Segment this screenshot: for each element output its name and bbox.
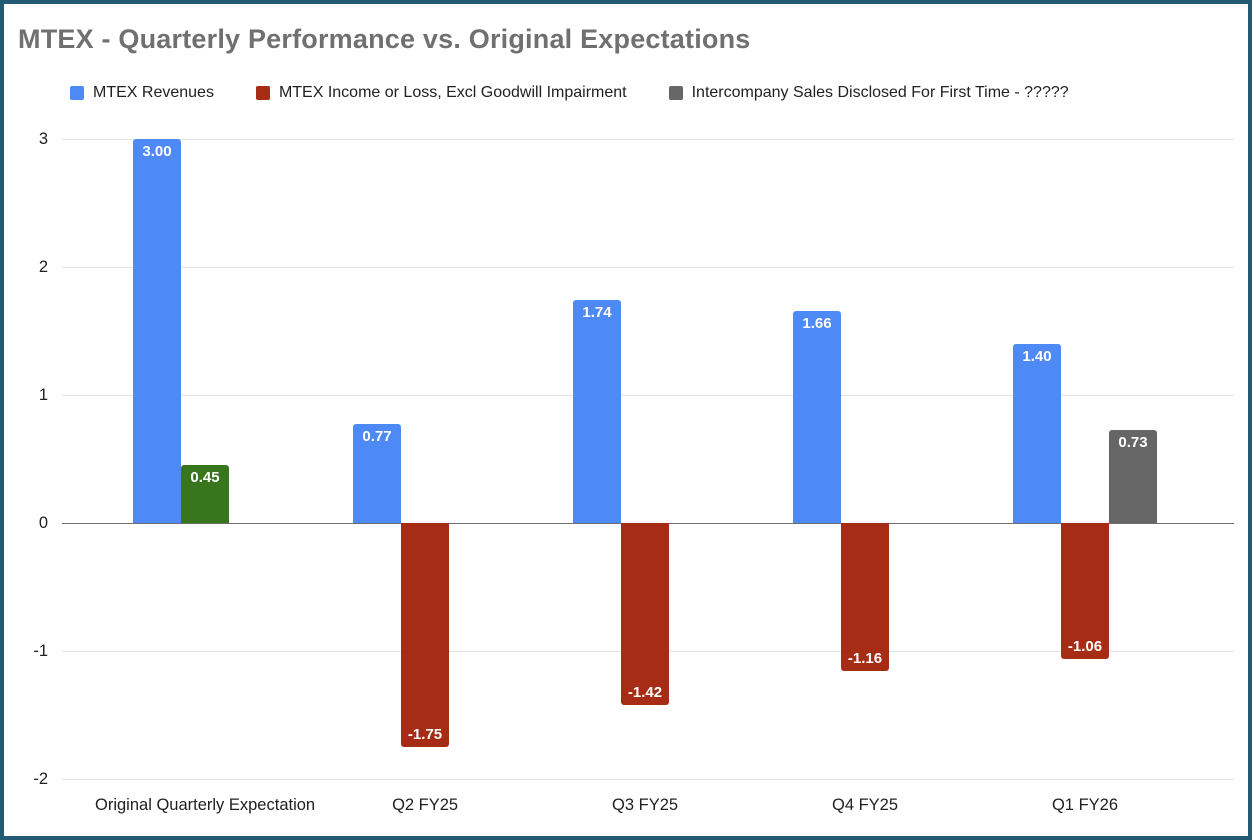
bar: 0.45 [181, 465, 229, 523]
legend: MTEX Revenues MTEX Income or Loss, Excl G… [70, 84, 1069, 102]
legend-label: MTEX Income or Loss, Excl Goodwill Impai… [278, 84, 627, 101]
legend-label: Intercompany Sales Disclosed For First T… [691, 84, 1069, 101]
gridline [62, 139, 1234, 140]
x-axis-label: Q3 FY25 [612, 796, 679, 814]
bar-value-label: 0.73 [1118, 434, 1148, 451]
y-tick-label: 2 [38, 258, 48, 276]
bar: -1.06 [1061, 523, 1109, 659]
gridline [62, 779, 1234, 780]
bar-value-label: -1.75 [407, 726, 443, 743]
legend-swatch [255, 86, 270, 100]
bar: 0.77 [353, 424, 401, 523]
x-axis-labels: Original Quarterly Expectation Q2 FY25 Q3 … [95, 796, 1195, 815]
bar-value-label: 0.45 [190, 469, 220, 486]
bar: -1.42 [621, 523, 669, 705]
y-tick-label: -2 [33, 770, 48, 788]
bar-group: 1.66 -1.16 [755, 133, 975, 788]
bar-value-label: -1.16 [847, 650, 883, 667]
bar-groups: 3.00 0.45 0.77 -1.75 1.74 -1.42 1.66 -1.16 1.40 -… [95, 133, 1195, 788]
bar-group: 0.77 -1.75 [315, 133, 535, 788]
x-axis-label: Q1 FY26 [1051, 796, 1119, 814]
bar: 0.73 [1109, 430, 1157, 523]
bar: 1.74 [573, 300, 621, 523]
bar-value-label: 1.40 [1022, 348, 1052, 365]
bar-group: 1.74 -1.42 [535, 133, 755, 788]
bar: -1.75 [401, 523, 449, 747]
x-axis-label: Q4 FY25 [832, 796, 899, 814]
legend-swatch [70, 86, 84, 100]
bar-value-label: 1.66 [802, 315, 832, 332]
y-tick-label: 0 [38, 514, 48, 532]
legend-item: MTEX Income or Loss, Excl Goodwill Impai… [255, 84, 627, 102]
y-tick-label: 3 [38, 130, 48, 148]
bar-value-label: 1.74 [582, 304, 612, 321]
x-axis-label: Q2 FY25 [392, 796, 459, 814]
y-tick-label: 1 [38, 386, 48, 404]
legend-item: MTEX Revenues [70, 84, 214, 102]
gridline [62, 267, 1234, 268]
legend-swatch [668, 86, 683, 100]
legend-label: MTEX Revenues [93, 84, 214, 101]
bar-group: 3.00 0.45 [95, 133, 315, 788]
bar-value-label: 0.77 [362, 428, 392, 445]
plot-area: 3 2 1 0 -1 -2 3.00 0.45 0.77 -1.75 1.74 -1.42 1.66 -1… [33, 130, 1234, 788]
y-tick-label: -1 [33, 642, 48, 660]
bar-value-label: -1.42 [627, 684, 663, 701]
bar-value-label: 3.00 [142, 143, 172, 160]
legend-item: Intercompany Sales Disclosed For First T… [668, 84, 1069, 102]
bar: 1.66 [793, 311, 841, 523]
bar-value-label: -1.06 [1067, 638, 1103, 655]
bar-group: 1.40 -1.06 0.73 [975, 133, 1195, 788]
bar: 1.40 [1013, 344, 1061, 523]
bar: 3.00 [133, 139, 181, 523]
gridline [62, 395, 1234, 396]
x-axis-label: Original Quarterly Expectation [95, 796, 316, 814]
bar: -1.16 [841, 523, 889, 671]
chart-title: MTEX - Quarterly Performance vs. Origina… [18, 24, 751, 54]
